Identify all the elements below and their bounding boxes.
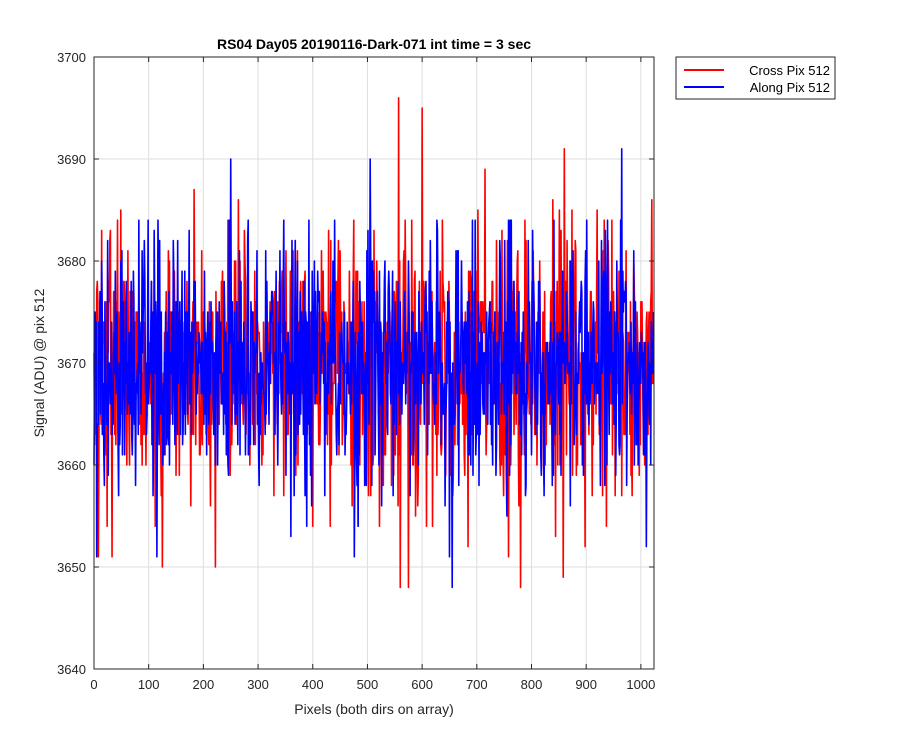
series-layer [93,97,655,589]
axes-layer: 0 100 200 300 400 500 600 700 800 900 1000 3640 3650… [57,50,655,692]
legend: Cross Pix 512 Along Pix 512 [675,56,836,100]
x-tick-label-7: 700 [466,677,488,692]
y-tick-label-3: 3670 [57,356,86,371]
x-tick-label-9: 900 [575,677,597,692]
y-tick-label-1: 3650 [57,560,86,575]
x-tick-label-3: 300 [247,677,269,692]
x-tick-label-0: 0 [90,677,97,692]
y-tick-label-2: 3660 [57,458,86,473]
y-tick-label-6: 3700 [57,50,86,65]
y-tick-label-0: 3640 [57,662,86,677]
series-line-along [93,148,655,589]
x-axis-label: Pixels (both dirs on array) [294,701,454,717]
x-tick-label-10: 1000 [626,677,655,692]
x-tick-label-4: 400 [302,677,324,692]
y-tick-label-5: 3690 [57,152,86,167]
y-tick-label-4: 3680 [57,254,86,269]
legend-label-along: Along Pix 512 [750,80,830,95]
x-tick-label-6: 600 [411,677,433,692]
x-tick-label-1: 100 [138,677,160,692]
legend-label-cross: Cross Pix 512 [749,63,830,78]
x-tick-label-2: 200 [193,677,215,692]
x-tick-label-8: 800 [521,677,543,692]
legend-box [675,56,836,100]
chart-title: RS04 Day05 20190116-Dark-071 int time = … [217,36,531,52]
y-axis-label: Signal (ADU) @ pix 512 [31,288,47,437]
x-tick-label-5: 500 [357,677,379,692]
